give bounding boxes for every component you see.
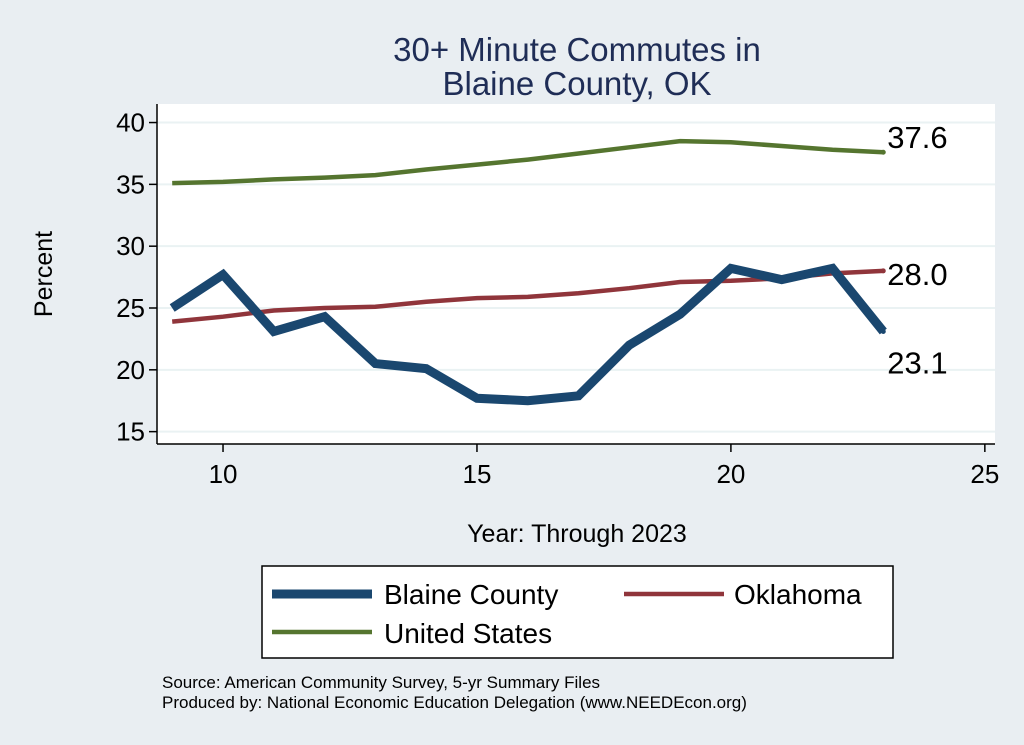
y-tick-label-30: 30: [116, 231, 145, 261]
series-endpoint-blaine-county: [880, 328, 886, 334]
chart-title-line-2: Blaine County, OK: [442, 65, 711, 102]
end-labels: 23.1 28.0 37.6: [887, 120, 947, 380]
end-label-blaine-county: 23.1: [887, 345, 947, 380]
legend-label-oklahoma: Oklahoma: [734, 579, 862, 610]
chart-title-line-1: 30+ Minute Commutes in: [393, 31, 761, 68]
source-note: Source: American Community Survey, 5-yr …: [162, 673, 600, 692]
series-line-blaine-county: [169, 263, 887, 406]
end-label-oklahoma: 28.0: [887, 257, 947, 292]
x-tick-label-25: 25: [970, 459, 999, 489]
x-tick-label-10: 10: [209, 459, 238, 489]
series-endpoint-united-states: [880, 149, 886, 155]
x-axis-title: Year: Through 2023: [467, 520, 687, 548]
y-tick-label-20: 20: [116, 355, 145, 385]
legend-box: [261, 565, 894, 659]
y-axis-title: Percent: [30, 231, 58, 317]
y-tick-label-15: 15: [116, 417, 145, 447]
y-tick-label-40: 40: [116, 108, 145, 138]
y-tick-label-25: 25: [116, 293, 145, 323]
legend: Blaine County Oklahoma United States: [261, 565, 894, 659]
x-tick-label-15: 15: [463, 459, 492, 489]
legend-label-united-states: United States: [384, 618, 552, 649]
end-label-united-states: 37.6: [887, 120, 947, 155]
producer-note: Produced by: National Economic Education…: [162, 693, 747, 712]
x-axis: 10 15 20 25: [157, 443, 999, 489]
y-tick-label-35: 35: [116, 169, 145, 199]
series-endpoint-oklahoma: [880, 268, 886, 274]
series-line-united-states: [172, 138, 884, 186]
gridlines: [157, 121, 995, 433]
legend-label-blaine-county: Blaine County: [384, 579, 558, 610]
series-lines: [169, 138, 887, 406]
x-tick-label-20: 20: [716, 459, 745, 489]
y-axis: 15 20 25 30 35 40: [116, 104, 158, 447]
